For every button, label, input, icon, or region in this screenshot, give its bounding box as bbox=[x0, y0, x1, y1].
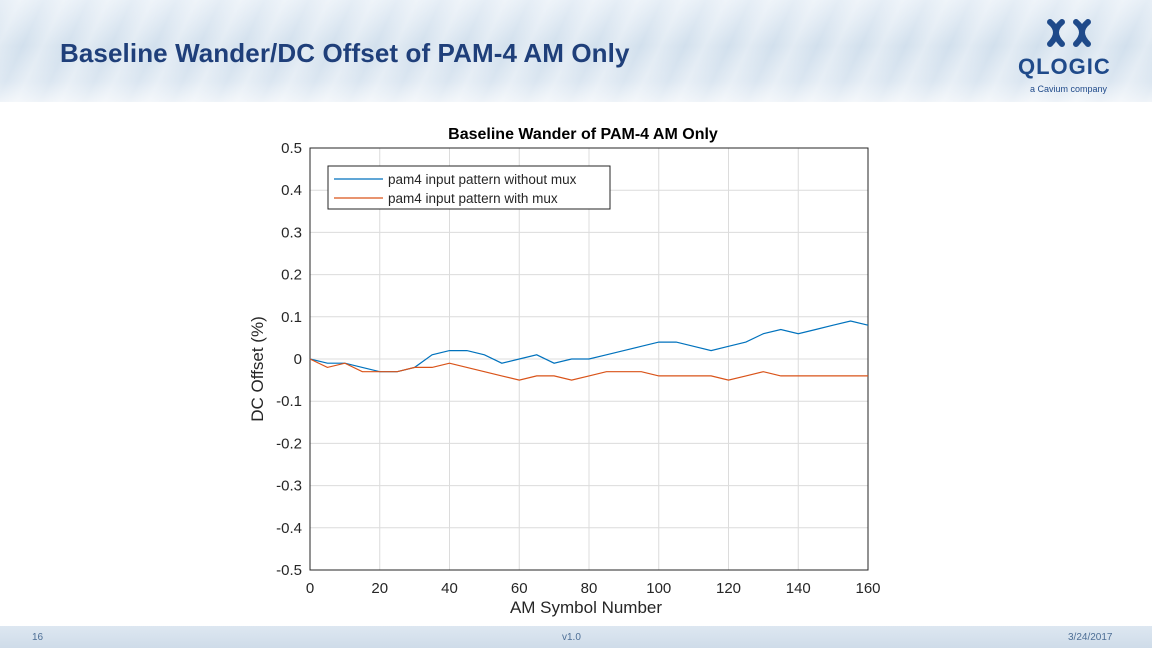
y-tick-label: 0.2 bbox=[281, 267, 302, 284]
x-tick-label: 0 bbox=[306, 580, 314, 597]
x-tick-label: 160 bbox=[855, 580, 880, 597]
x-tick-label: 20 bbox=[371, 580, 388, 597]
legend-label-2: pam4 input pattern with mux bbox=[388, 191, 558, 206]
footer-bar: 16 v1.0 3/24/2017 bbox=[0, 626, 1152, 648]
x-axis-label: AM Symbol Number bbox=[510, 598, 662, 617]
chart-title: Baseline Wander of PAM-4 AM Only bbox=[448, 126, 718, 143]
y-tick-label: 0.4 bbox=[281, 182, 302, 199]
version-label: v1.0 bbox=[562, 632, 581, 643]
logo-mark-icon bbox=[1047, 19, 1091, 47]
series-line-2 bbox=[309, 358, 868, 381]
x-tick-label: 140 bbox=[786, 580, 811, 597]
legend-label-1: pam4 input pattern without mux bbox=[388, 172, 577, 187]
title-banner bbox=[0, 0, 1152, 102]
y-tick-label: 0.3 bbox=[281, 224, 302, 241]
y-tick-label: 0 bbox=[294, 351, 302, 368]
y-tick-label: -0.5 bbox=[276, 562, 302, 579]
x-tick-label: 60 bbox=[511, 580, 528, 597]
y-tick-label: 0.1 bbox=[281, 309, 302, 326]
chart-card: 0 20 40 60 80 100 120 140 160 0.5 0.4 0.3 0.2 0.1 0 -0.… bbox=[215, 106, 935, 628]
x-tick-label: 40 bbox=[441, 580, 458, 597]
date-label: 3/24/2017 bbox=[1068, 632, 1113, 643]
legend-box bbox=[327, 165, 611, 210]
y-axis-label: DC Offset (%) bbox=[248, 316, 267, 421]
logo-text: QLOGIC bbox=[1018, 54, 1111, 79]
logo-subtext: a Cavium company bbox=[1030, 84, 1108, 94]
y-tick-label: -0.4 bbox=[276, 520, 302, 537]
company-logo: QLOGIC a Cavium company bbox=[1010, 14, 1130, 98]
page-number: 16 bbox=[32, 632, 44, 643]
x-tick-label: 80 bbox=[581, 580, 598, 597]
slide-title: Baseline Wander/DC Offset of PAM-4 AM On… bbox=[60, 38, 630, 68]
x-tick-label: 100 bbox=[646, 580, 671, 597]
line-chart: 0 20 40 60 80 100 120 140 1600.50.40.30.20.10-0.… bbox=[248, 126, 881, 617]
x-tick-label: 120 bbox=[716, 580, 741, 597]
y-tick-label: -0.3 bbox=[276, 478, 302, 495]
y-tick-label: -0.1 bbox=[276, 393, 302, 410]
y-tick-label: -0.2 bbox=[276, 435, 302, 452]
y-tick-label: 0.5 bbox=[281, 140, 302, 157]
